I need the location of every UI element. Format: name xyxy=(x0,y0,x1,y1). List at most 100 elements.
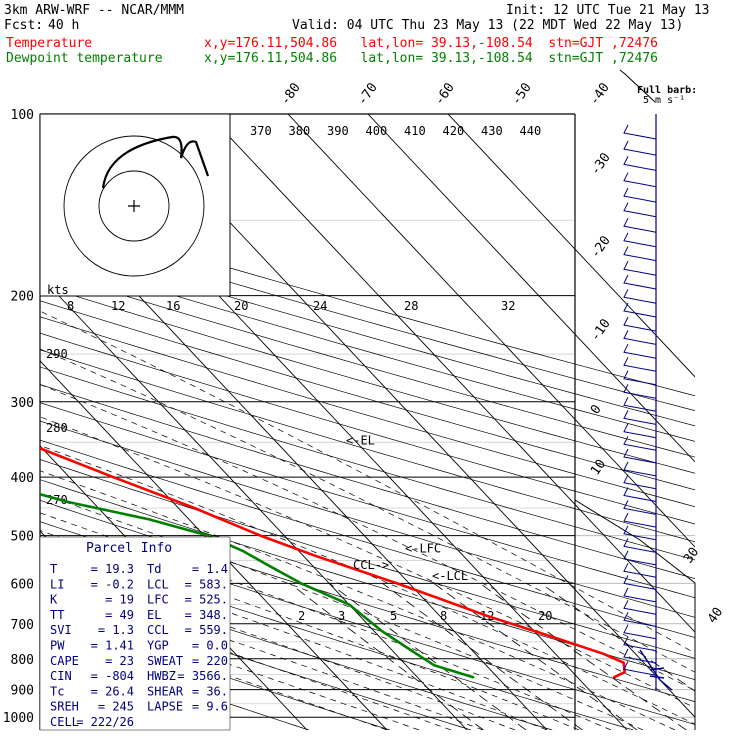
parcel-value: = 245 xyxy=(98,700,134,714)
wind-barb-icon xyxy=(623,550,657,566)
dewpoint-point xyxy=(267,564,270,567)
parcel-value: = -0.2 xyxy=(91,577,134,591)
wind-barb-icon xyxy=(623,512,657,528)
temperature-legend: Temperature xyxy=(6,36,93,51)
wind-barb-icon xyxy=(623,172,657,188)
dry-adiabat-line xyxy=(40,225,695,412)
wind-barb-icon xyxy=(623,487,657,502)
parcel-key: LFC xyxy=(147,593,169,607)
parcel-key: CCL xyxy=(147,623,169,637)
moist-adiabat-line xyxy=(40,384,695,691)
moist-adiabat-line xyxy=(40,416,695,709)
wind-barb-icon xyxy=(623,330,657,345)
theta-e-label: 430 xyxy=(481,124,503,138)
dry-adiabat-line xyxy=(40,402,695,599)
dry-adiabat-line xyxy=(40,316,695,508)
mixing-ratio-label: 3 xyxy=(338,609,345,623)
sounding-level-annotation: <-EL xyxy=(346,434,375,448)
parcel-value: = 49 xyxy=(105,608,134,622)
parcel-value: = 19.3 xyxy=(91,562,134,576)
wind-barb-icon xyxy=(623,525,657,541)
moist-adiabat-line xyxy=(40,530,580,730)
pressure-tick-label: 100 xyxy=(11,108,34,123)
dewpoint-point xyxy=(472,676,475,679)
wind-barb-icon xyxy=(623,156,657,171)
moist-adiabat-line xyxy=(40,598,420,730)
sounding-level-annotation: <-LCL xyxy=(432,569,468,583)
parcel-key: TT xyxy=(50,608,64,622)
hodograph-speed-label: 20 xyxy=(234,299,248,313)
wind-speed-label: 40 xyxy=(705,605,726,626)
temperature-point xyxy=(612,676,615,679)
parcel-key: Tc xyxy=(50,684,64,698)
temperature-point xyxy=(396,582,399,585)
theta-e-label: 410 xyxy=(404,124,426,138)
temperature-point xyxy=(622,661,625,664)
model-title: 3km ARW-WRF -- NCAR/MMM xyxy=(4,3,185,18)
dry-adiabat-line xyxy=(40,479,695,681)
parcel-key: LI xyxy=(50,577,64,591)
dry-adiabat-line xyxy=(40,420,695,618)
dry-adiabat-line xyxy=(40,499,695,703)
moist-adiabat-line xyxy=(40,348,695,673)
isotherm-label: -40 xyxy=(587,80,613,108)
dewpoint-point xyxy=(67,501,70,503)
hodograph-speed-label: 32 xyxy=(501,299,515,313)
parcel-value: = 9.6 xyxy=(192,700,228,714)
wind-barb-icon xyxy=(623,648,657,664)
dewpoint-point xyxy=(241,550,244,552)
dewpoint-legend: Dewpoint temperature xyxy=(6,51,163,66)
hodograph-box xyxy=(39,113,231,297)
isotherm-line xyxy=(287,114,695,548)
dry-adiabat-line xyxy=(40,239,695,427)
mixing-ratio-label: 8 xyxy=(440,609,447,623)
wind-barb-icon xyxy=(623,357,657,372)
parcel-value: = 583. xyxy=(185,577,228,591)
isotherm-line xyxy=(207,114,695,633)
parcel-value: = 220 xyxy=(192,654,228,668)
dry-adiabat-label: 290 xyxy=(46,347,68,361)
dry-adiabat-line xyxy=(40,384,695,579)
mixing-ratio-line xyxy=(479,583,687,730)
wind-barb-icon xyxy=(623,202,657,218)
wind-barb-icon xyxy=(623,436,657,451)
parcel-value: = 348. xyxy=(185,608,228,622)
wind-barb-icon xyxy=(623,140,657,156)
mixing-ratio-line xyxy=(382,583,583,730)
theta-e-label: 420 xyxy=(443,124,465,138)
dry-adiabat-line xyxy=(40,613,391,730)
isotherm-label: -70 xyxy=(355,80,381,108)
hodograph-speed-label: 8 xyxy=(67,299,74,313)
isotherm-label: 0 xyxy=(588,402,605,417)
pressure-tick-label: 200 xyxy=(11,290,34,305)
wind-barb-icon xyxy=(623,500,657,515)
wind-barb-icon xyxy=(623,289,657,304)
dewpoint-location: x,y=176.11,504.86 lat,lon= 39.13,-108.54… xyxy=(204,51,658,66)
parcel-key: LCL xyxy=(147,577,169,591)
isotherm-label: -80 xyxy=(278,80,304,108)
theta-e-label: 440 xyxy=(520,124,542,138)
moist-adiabat-line xyxy=(40,445,695,725)
parcel-value: = 19 xyxy=(105,593,134,607)
parcel-value: = 1.4 xyxy=(192,562,228,576)
sounding-level-annotation: CCL-> xyxy=(353,558,389,572)
pressure-tick-label: 400 xyxy=(11,471,34,486)
wind-key-title: Full barb: xyxy=(637,85,697,96)
parcel-value: = 525. xyxy=(185,593,228,607)
wind-barb-icon xyxy=(623,217,657,233)
parcel-info-box xyxy=(39,536,231,731)
dewpoint-point xyxy=(433,664,435,667)
moist-adiabat-line xyxy=(40,470,676,730)
dry-adiabat-line xyxy=(40,254,695,442)
parcel-key: SWEAT xyxy=(147,654,183,668)
wind-barb-icon xyxy=(623,384,657,399)
parcel-key: Td xyxy=(147,562,161,576)
wind-barb-icon xyxy=(623,636,657,652)
parcel-value: = 23 xyxy=(105,654,134,668)
hodograph-center-icon xyxy=(128,200,140,212)
wind-speed-label: 30 xyxy=(681,545,702,566)
temperature-point xyxy=(112,476,115,479)
dry-adiabat-line xyxy=(40,211,695,397)
moist-adiabat-line xyxy=(40,492,644,730)
